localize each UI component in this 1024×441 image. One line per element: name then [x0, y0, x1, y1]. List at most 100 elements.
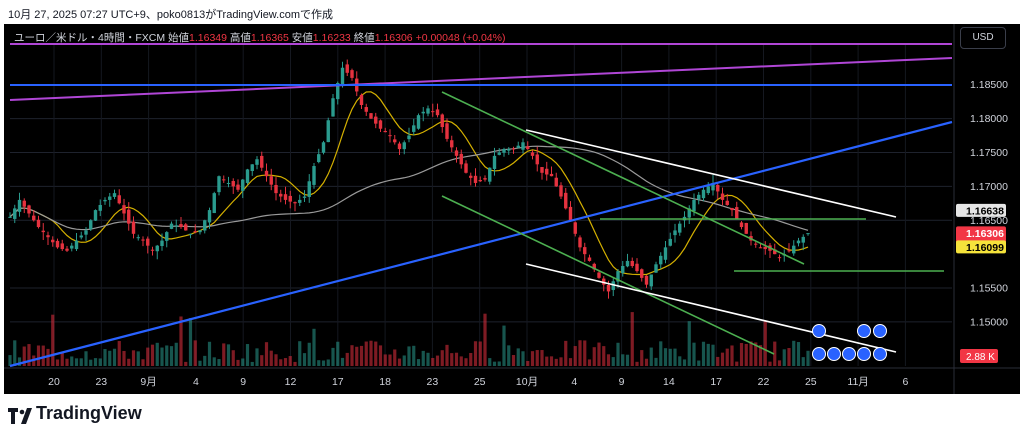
volume-bar [8, 355, 12, 366]
volume-bar [402, 355, 406, 366]
volume-bar [340, 357, 345, 366]
time-tick-label: 4 [193, 376, 199, 388]
candle-body [497, 152, 501, 155]
candle-body [108, 196, 112, 200]
candle-body [602, 278, 606, 285]
volume-bar [450, 353, 454, 366]
volume-bar [203, 355, 207, 366]
chart-canvas[interactable]: 1.18500 1.18000 1.17500 1.17000 1.16500 1.155… [4, 24, 1020, 394]
volume-bar [160, 347, 164, 366]
volume-bar [587, 359, 592, 366]
candle-body [692, 199, 696, 212]
candle-body [583, 247, 587, 255]
candle-body [706, 186, 710, 194]
candle-body [283, 194, 288, 200]
candle-body [668, 238, 672, 246]
volume-bar [93, 358, 98, 366]
candle-body [279, 193, 283, 197]
volume-bar [231, 350, 235, 366]
currency-button[interactable]: USD [960, 27, 1006, 49]
candle-body [421, 111, 425, 114]
volume-bar [630, 312, 634, 366]
volume-bar [754, 342, 758, 366]
volume-bar [730, 345, 734, 366]
time-tick-label: 10月 [516, 376, 538, 388]
volume-bar [245, 344, 250, 366]
candle-body [697, 194, 701, 200]
volume-bar [725, 348, 729, 366]
candle-body [383, 130, 387, 133]
volume-bar [573, 346, 577, 366]
candle-body [773, 249, 777, 255]
volume-bar [84, 351, 88, 366]
open-value: 1.16349 [189, 32, 227, 44]
candle-body [93, 210, 98, 221]
volume-bar [70, 356, 74, 366]
volume-bar [55, 359, 60, 366]
volume-bar [568, 358, 573, 366]
volume-bar [535, 350, 539, 366]
volume-bar [412, 345, 416, 366]
tradingview-logo-icon [8, 408, 32, 424]
volume-bar [678, 356, 682, 366]
candle-body [573, 222, 577, 234]
symbol-name: ユーロ／米ドル・4時間・FXCM [14, 32, 166, 44]
candle-body [207, 210, 212, 223]
volume-bar [350, 345, 354, 366]
candle-body [198, 230, 202, 233]
candle-body [350, 70, 354, 78]
volume-bar [640, 350, 644, 366]
volume-bar [435, 355, 440, 366]
candle-body [606, 284, 611, 292]
price-chart[interactable]: 1.18500 1.18000 1.17500 1.17000 1.16500 1.155… [4, 24, 1020, 394]
candle-body [359, 94, 364, 106]
candle-body [298, 199, 302, 203]
candle-body [440, 114, 444, 128]
close-value: 1.16306 [374, 32, 413, 44]
candle-body [545, 168, 549, 175]
candle-body [511, 148, 516, 150]
candle-body [720, 193, 725, 200]
candle-body [13, 208, 17, 219]
event-badge-icon [857, 347, 871, 361]
brand-name: TradingView [36, 403, 142, 423]
price-tick-label: 1.15500 [970, 283, 1008, 295]
candle-body [540, 167, 544, 173]
volume-bar [13, 340, 17, 366]
channel-green-lower [441, 195, 775, 355]
volume-bar [112, 348, 117, 366]
volume-bar [426, 352, 430, 366]
candle-body [792, 245, 796, 254]
time-tick-label: 17 [710, 376, 722, 388]
price-tick-label: 1.15000 [970, 316, 1008, 328]
candle-body [264, 170, 269, 177]
candle-body [564, 192, 568, 209]
candle-body [526, 146, 530, 150]
volume-bar [407, 346, 411, 366]
time-tick-label: 20 [48, 376, 60, 388]
time-tick-label: 12 [285, 376, 297, 388]
volume-bar [502, 325, 506, 366]
volume-bar [602, 346, 606, 366]
volume-bar [41, 345, 45, 366]
volume-bar [146, 347, 150, 366]
volume-bar [369, 340, 373, 366]
candle-body [459, 153, 463, 165]
candle-body [635, 263, 639, 272]
volume-bar [421, 350, 425, 366]
volume-bar [226, 344, 231, 366]
price-tick-label: 1.17000 [970, 181, 1008, 193]
volume-bar [635, 361, 639, 366]
price-label-value: 1.16638 [966, 205, 1004, 217]
time-tick-label: 9 [240, 376, 246, 388]
volume-bar [488, 358, 492, 366]
volume-bar [222, 343, 226, 366]
volume-bar [378, 345, 383, 366]
volume-bar [549, 356, 554, 366]
candle-body [241, 179, 245, 191]
candle-body [796, 240, 801, 244]
volume-bar [697, 360, 701, 366]
rising-purple-line [9, 57, 953, 101]
volume-bar [606, 354, 611, 366]
time-tick-label: 9 [619, 376, 625, 388]
